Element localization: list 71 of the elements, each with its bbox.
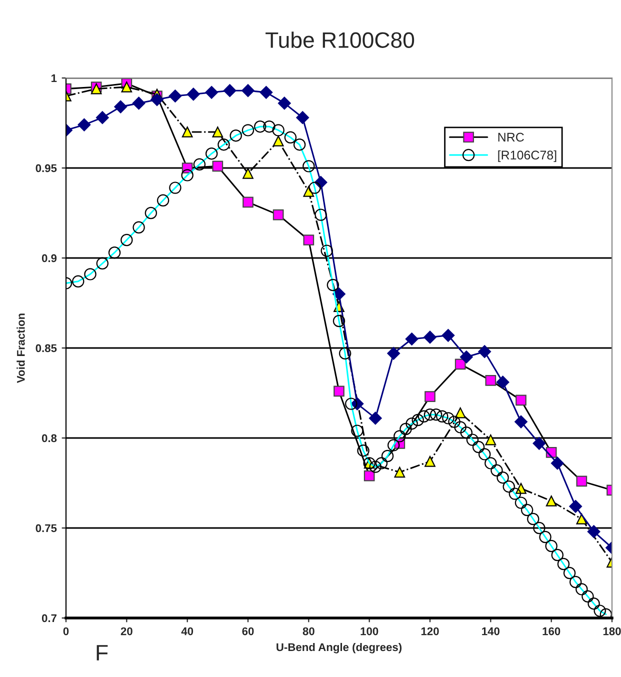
point (424, 330, 436, 344)
y-tick-label: 0.7 (42, 614, 56, 622)
point (212, 126, 224, 138)
point (496, 376, 510, 389)
point (478, 345, 492, 358)
point (454, 407, 466, 418)
point (405, 332, 418, 346)
point (394, 466, 406, 478)
point (132, 96, 146, 110)
legend-label: NRC (498, 132, 524, 142)
y-axis-title: Void Fraction (16, 314, 25, 384)
x-tick-label: 160 (542, 627, 560, 636)
chart-title: Tube R100C80 (266, 32, 414, 48)
x-tick-label: 20 (120, 627, 132, 636)
legend-label: [R106C78] (498, 150, 556, 162)
point (121, 82, 132, 92)
point (516, 394, 526, 406)
x-tick-label: 60 (242, 627, 254, 636)
point (182, 126, 193, 138)
point (368, 412, 382, 425)
point (460, 350, 473, 364)
point (364, 470, 375, 482)
point (424, 456, 436, 467)
point (550, 456, 564, 470)
point (576, 514, 588, 524)
point (242, 168, 254, 179)
point (150, 93, 164, 106)
y-tick-label: 0.8 (42, 434, 57, 442)
y-tick-label: 0.75 (36, 524, 57, 532)
x-tick-label: 0 (63, 627, 69, 636)
x-axis-title: U-Bend Angle (degrees) (276, 642, 402, 654)
point (205, 86, 218, 99)
point (168, 90, 182, 102)
point (223, 84, 236, 98)
point (332, 288, 346, 300)
point (212, 160, 224, 172)
y-tick-label: 0.9 (42, 254, 57, 262)
point (576, 476, 588, 487)
point (334, 386, 344, 397)
point (242, 196, 254, 208)
point (278, 96, 291, 110)
point (424, 391, 436, 402)
point (514, 415, 528, 428)
point (78, 118, 91, 132)
point (260, 86, 273, 99)
x-tick-label: 140 (482, 627, 500, 636)
point (186, 88, 200, 101)
x-tick-label: 180 (603, 627, 621, 636)
point (272, 136, 284, 146)
point (96, 111, 109, 124)
x-tick-label: 100 (360, 627, 378, 636)
text: F (96, 645, 108, 660)
point (442, 328, 455, 342)
point (569, 500, 582, 513)
point (114, 100, 128, 114)
point (303, 234, 314, 246)
y-tick-label: 0.95 (36, 164, 57, 172)
y-tick-label: 1 (51, 74, 57, 82)
point (587, 525, 600, 538)
point (272, 209, 284, 220)
point (387, 346, 400, 360)
point (485, 374, 496, 386)
point (532, 436, 546, 450)
y-tick-label: 0.85 (36, 344, 57, 352)
point (296, 111, 310, 124)
x-tick-label: 40 (181, 627, 194, 636)
point (485, 434, 496, 446)
point (242, 84, 254, 98)
x-tick-label: 80 (302, 627, 314, 636)
point (546, 496, 557, 506)
x-tick-label: 120 (421, 627, 439, 636)
